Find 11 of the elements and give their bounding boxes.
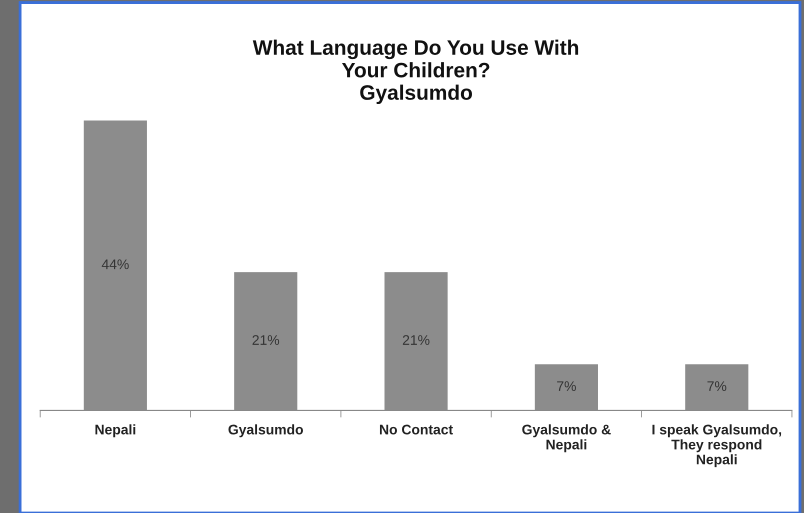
data-label: 21% [252,335,280,345]
chart-title: What Language Do You Use With Your Children? Gyalsumdo [252,40,578,104]
data-label: 21% [402,335,430,345]
data-label: 7% [557,381,576,392]
x-tick-label: No Contact [380,424,453,434]
data-label: 44% [102,259,129,270]
x-tick-label: Nepali [95,424,136,438]
x-tick-label: Gyalsumdo & Nepali [522,424,611,452]
x-tick-label: Gyalsumdo [228,424,303,438]
x-tick-label: I speak Gyalsumdo, They respond Nepali [652,424,782,468]
data-label: 7% [707,381,726,392]
